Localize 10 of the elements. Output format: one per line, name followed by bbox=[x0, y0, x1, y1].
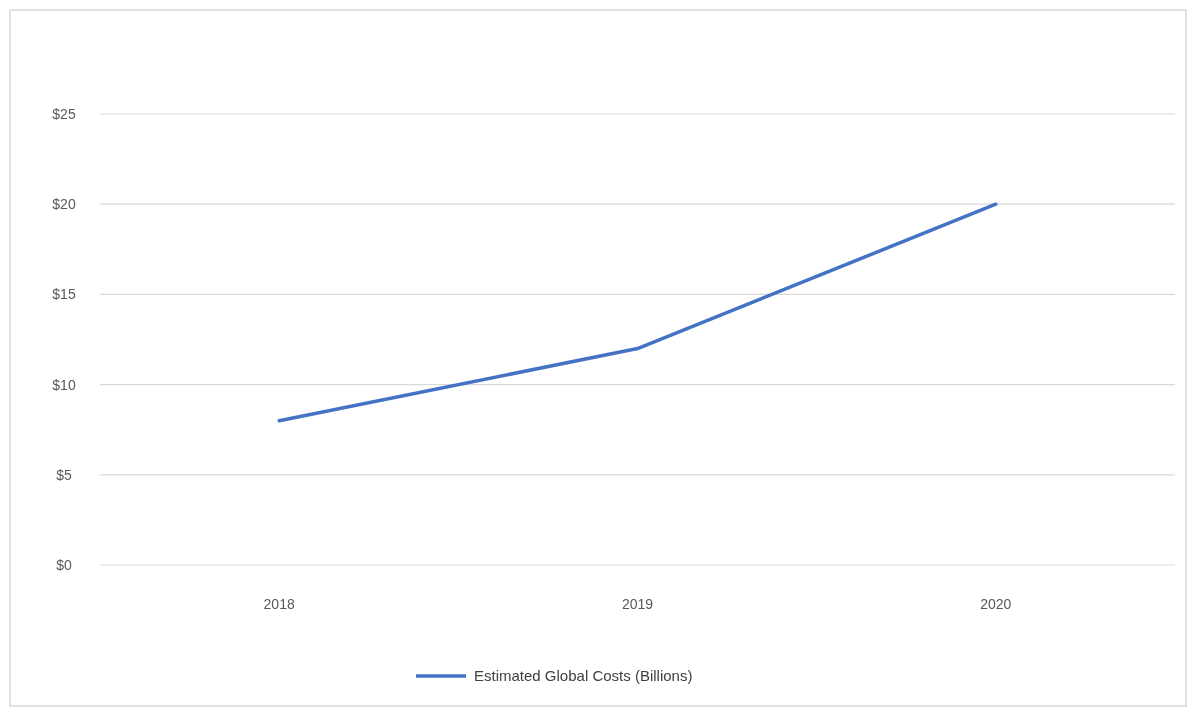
y-tick-label: $5 bbox=[56, 466, 72, 483]
y-tick-label: $20 bbox=[52, 196, 76, 213]
x-tick-label: 2018 bbox=[263, 596, 295, 612]
y-tick-label: $10 bbox=[52, 376, 76, 393]
legend-label: Estimated Global Costs (Billions) bbox=[474, 667, 693, 685]
y-tick-label: $0 bbox=[56, 556, 72, 573]
y-tick-label: $25 bbox=[52, 105, 76, 122]
y-tick-label: $15 bbox=[52, 286, 76, 303]
x-tick-label: 2019 bbox=[621, 596, 654, 612]
x-tick-label: 2020 bbox=[980, 596, 1012, 612]
